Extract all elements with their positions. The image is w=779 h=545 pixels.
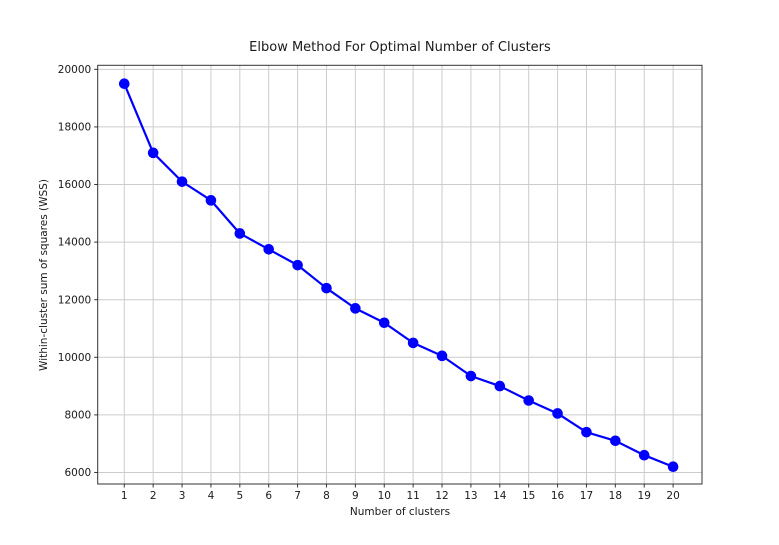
- data-point: [523, 395, 534, 406]
- data-point: [176, 176, 188, 187]
- y-tick-label: 18000: [58, 122, 91, 134]
- x-tick-label: 1: [121, 490, 128, 502]
- data-point: [436, 350, 448, 362]
- x-tick-label: 15: [522, 490, 535, 502]
- y-tick-label: 14000: [58, 237, 91, 249]
- x-tick-label: 13: [464, 490, 477, 502]
- axes-border: [97, 64, 703, 485]
- x-tick-label: 11: [406, 490, 419, 502]
- data-point: [321, 282, 332, 294]
- x-tick-label: 4: [208, 490, 215, 502]
- x-tick-label: 6: [265, 490, 272, 502]
- data-point: [378, 317, 390, 329]
- data-line: [123, 83, 674, 468]
- data-point: [581, 426, 592, 438]
- x-tick-label: 12: [435, 490, 448, 502]
- x-tick-label: 10: [378, 490, 391, 502]
- data-point: [494, 380, 506, 392]
- y-tick-label: 12000: [58, 294, 91, 306]
- x-tick-label: 2: [150, 490, 157, 502]
- data-point: [147, 147, 159, 159]
- y-tick-label: 8000: [64, 409, 91, 421]
- x-tick-label: 16: [551, 490, 565, 502]
- x-tick-label: 3: [179, 490, 186, 502]
- y-tick-label: 6000: [64, 467, 91, 479]
- data-point: [610, 435, 621, 447]
- data-point: [263, 244, 275, 255]
- data-point: [118, 78, 130, 90]
- data-point: [407, 337, 419, 349]
- x-tick-label: 18: [609, 490, 622, 502]
- y-axis-label: Within-cluster sum of squares (WSS): [38, 179, 50, 371]
- x-tick-label: 9: [352, 490, 359, 502]
- x-tick-label: 17: [580, 490, 593, 502]
- data-point: [234, 228, 246, 239]
- data-point: [667, 461, 679, 473]
- data-point: [205, 195, 217, 206]
- x-tick-label: 20: [666, 490, 679, 502]
- chart-title: Elbow Method For Optimal Number of Clust…: [249, 40, 551, 55]
- y-tick-label: 16000: [58, 179, 91, 191]
- data-point: [350, 303, 361, 314]
- data-point: [292, 259, 303, 271]
- data-point: [638, 449, 650, 461]
- data-point: [465, 370, 477, 382]
- data-point: [552, 408, 563, 419]
- x-tick-label: 5: [236, 490, 243, 502]
- y-tick-label: 20000: [58, 64, 91, 76]
- x-tick-label: 14: [493, 490, 507, 502]
- x-axis-label: Number of clusters: [349, 506, 451, 518]
- y-tick-label: 10000: [58, 352, 91, 364]
- x-tick-label: 7: [294, 490, 301, 502]
- x-tick-label: 19: [638, 490, 651, 502]
- x-tick-label: 8: [323, 490, 330, 502]
